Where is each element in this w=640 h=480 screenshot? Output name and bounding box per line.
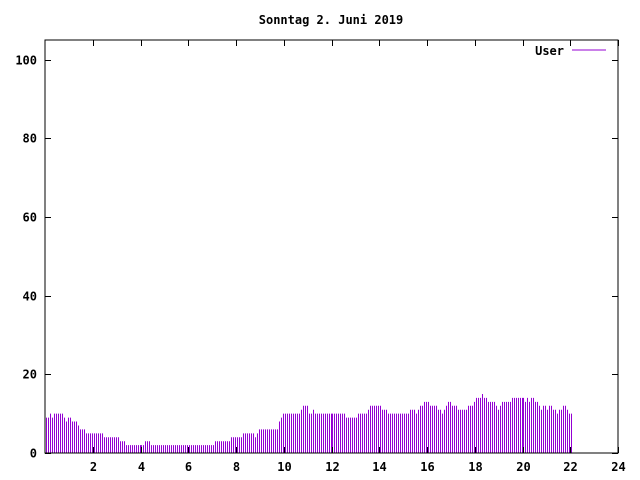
bar-series: [46, 394, 572, 453]
x-tick-label: 12: [325, 460, 339, 474]
y-tick-label: 0: [30, 447, 37, 461]
x-tick-label: 8: [233, 460, 240, 474]
y-tick-label: 60: [23, 211, 37, 225]
x-tick-label: 14: [372, 460, 386, 474]
chart-title: Sonntag 2. Juni 2019: [259, 13, 404, 27]
x-tick-label: 24: [611, 460, 625, 474]
x-tick-label: 18: [468, 460, 482, 474]
x-tick-label: 16: [420, 460, 434, 474]
x-tick-label: 4: [138, 460, 145, 474]
x-tick-label: 22: [563, 460, 577, 474]
x-tick-label: 20: [516, 460, 530, 474]
x-tick-label: 2: [90, 460, 97, 474]
y-tick-label: 40: [23, 290, 37, 304]
legend: User: [535, 44, 606, 58]
legend-label: User: [535, 44, 564, 58]
y-tick-label: 80: [23, 132, 37, 146]
y-tick-label: 100: [15, 54, 37, 68]
x-tick-label: 10: [277, 460, 291, 474]
x-tick-label: 6: [185, 460, 192, 474]
plot-frame: [44, 39, 619, 454]
y-tick-label: 20: [23, 368, 37, 382]
